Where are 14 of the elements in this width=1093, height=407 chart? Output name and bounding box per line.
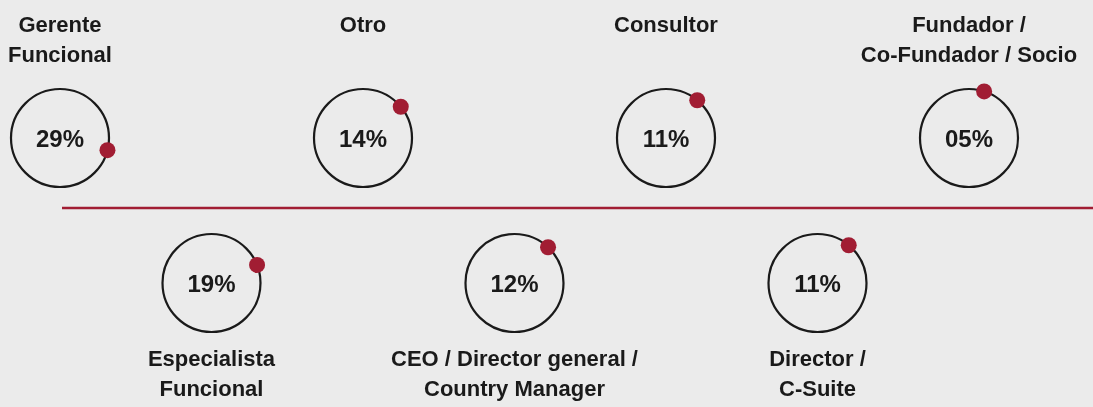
data-label: 05% <box>944 125 994 152</box>
category-label: Especialista Funcional <box>147 346 276 401</box>
category-label: Director / C-Suite <box>769 346 866 401</box>
data-label: 11% <box>642 125 690 152</box>
category-label: Gerente Funcional <box>8 12 112 67</box>
category-label: Otro <box>339 12 387 37</box>
category-label: CEO / Director general / Country Manager <box>391 346 638 401</box>
data-label: 19% <box>187 270 236 297</box>
data-label: 14% <box>338 125 388 152</box>
category-label: Fundador / Co-Fundador / Socio <box>860 12 1078 67</box>
category-label: Consultor <box>614 12 719 37</box>
data-label: 11% <box>794 270 841 297</box>
data-label: 29% <box>35 125 85 152</box>
data-label: 12% <box>490 270 539 297</box>
